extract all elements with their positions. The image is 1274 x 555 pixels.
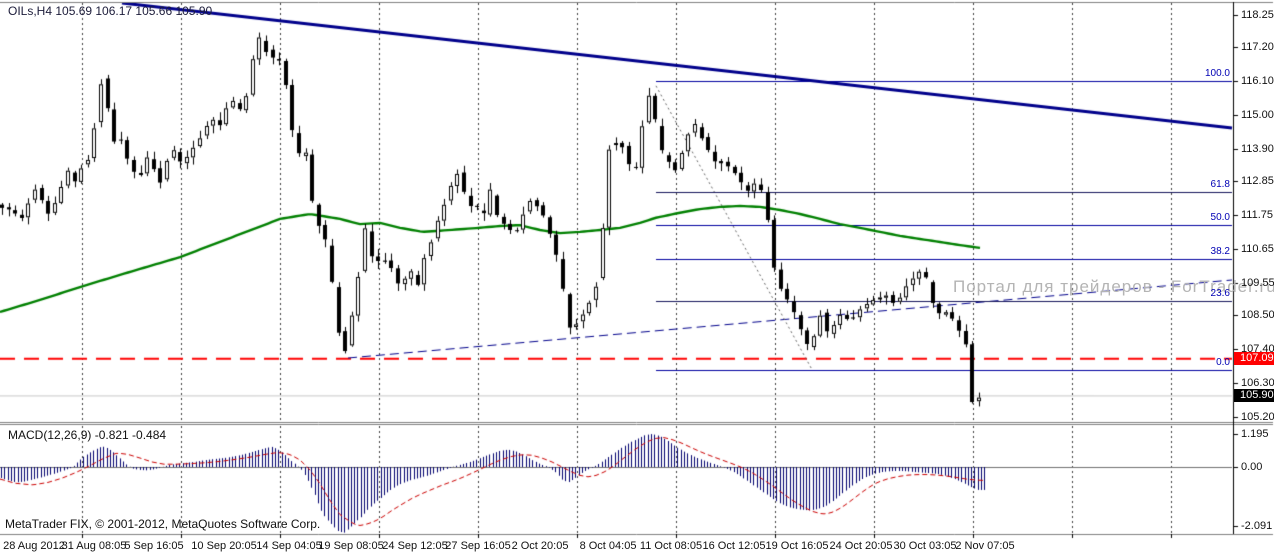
metatrader-chart-window: OILs,H4 105.69 106.17 105.66 105.90 Порт… bbox=[0, 0, 1274, 555]
chart-canvas[interactable] bbox=[0, 0, 1274, 555]
